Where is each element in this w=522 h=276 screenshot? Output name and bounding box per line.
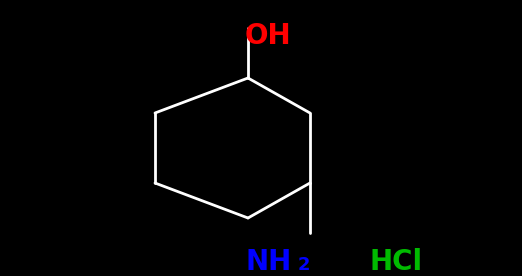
Text: HCl: HCl	[370, 248, 423, 276]
Text: OH: OH	[245, 22, 291, 50]
Text: 2: 2	[298, 256, 311, 274]
Text: NH: NH	[245, 248, 291, 276]
